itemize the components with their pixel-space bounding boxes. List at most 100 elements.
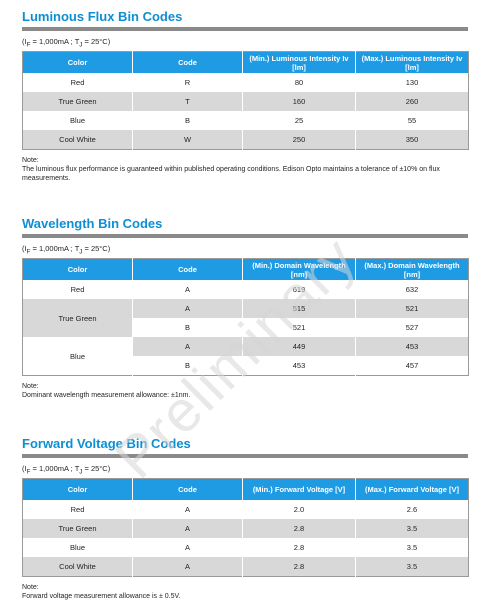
test-condition: (IF = 1,000mA ; TJ = 25°C) xyxy=(22,244,111,256)
code-cell: A xyxy=(132,519,243,538)
section-divider xyxy=(22,234,468,238)
header-cell: (Max.) Luminous Intensity Iv [lm] xyxy=(355,51,469,73)
header-cell: Code xyxy=(132,258,243,280)
color-cell: Blue xyxy=(22,538,133,557)
table-row: True Green A 515 521 xyxy=(22,299,469,337)
header-cell: Code xyxy=(132,478,243,500)
max-cell: 3.5 xyxy=(355,519,469,538)
table-row: Blue A 449 453 xyxy=(22,337,469,376)
color-cell: Red xyxy=(22,73,133,92)
header-cell: (Max.) Forward Voltage [V] xyxy=(355,478,469,500)
luminous-flux-section: Luminous Flux Bin Codes (IF = 1,000mA ; … xyxy=(22,8,469,183)
color-cell: Red xyxy=(22,280,133,299)
color-cell: Red xyxy=(22,500,133,519)
max-cell: 2.6 xyxy=(406,505,418,514)
color-cell: True Green xyxy=(22,299,133,337)
table-row: Red A 619 632 xyxy=(22,280,469,299)
min-cell: 2.8 xyxy=(242,519,356,538)
note-text: Forward voltage measurement allowance is… xyxy=(22,593,181,600)
color-cell: Cool White xyxy=(22,557,133,577)
note-label: Note: xyxy=(22,584,39,591)
max-cell: 632 xyxy=(355,280,469,299)
header-cell: (Min.) Luminous Intensity Iv [lm] xyxy=(242,51,356,73)
test-condition: (IF = 1,000mA ; TJ = 25°C) xyxy=(22,37,111,49)
table-row: Cool White A 2.8 3.5 xyxy=(22,557,469,577)
header-cell: (Min.) Domain Wavelength [nm] xyxy=(242,258,356,280)
header-cell: Color xyxy=(22,51,133,73)
code-cell: W xyxy=(132,130,243,150)
min-cell: 80 xyxy=(242,73,356,92)
min-cell: 250 xyxy=(242,130,356,150)
header-cell: (Max.) Domain Wavelength [nm] xyxy=(355,258,469,280)
color-cell: Cool White xyxy=(22,130,133,150)
max-cell: 527 xyxy=(355,318,469,337)
code-cell: A xyxy=(132,299,243,318)
code-cell: R xyxy=(132,73,243,92)
table-header-row: Color Code (Min.) Forward Voltage [V] (M… xyxy=(22,478,469,500)
note-label: Note: xyxy=(22,383,39,390)
min-cell: 515 xyxy=(242,299,356,318)
luminous-flux-table: Color Code (Min.) Luminous Intensity Iv … xyxy=(22,51,469,150)
min-cell: 2.8 xyxy=(242,557,356,577)
wavelength-title: Wavelength Bin Codes xyxy=(22,216,163,231)
luminous-note: Note: The luminous flux performance is g… xyxy=(22,156,468,183)
code-cell: A xyxy=(132,500,243,519)
table-header-row: Color Code (Min.) Domain Wavelength [nm]… xyxy=(22,258,469,280)
wavelength-section: Wavelength Bin Codes (IF = 1,000mA ; TJ … xyxy=(22,215,469,400)
min-cell: 25 xyxy=(242,111,356,130)
max-cell: 130 xyxy=(405,78,419,87)
section-divider xyxy=(22,454,468,458)
forward-voltage-table: Color Code (Min.) Forward Voltage [V] (M… xyxy=(22,478,469,577)
max-cell: 453 xyxy=(355,337,469,356)
table-row: Blue B 25 55 xyxy=(22,111,469,130)
max-cell: 521 xyxy=(355,299,469,318)
color-cell: Blue xyxy=(22,337,133,376)
code-cell: T xyxy=(132,92,243,111)
table-row: True Green T 160 260 xyxy=(22,92,469,111)
table-row: Red R 80 130 xyxy=(22,73,469,92)
max-cell: 55 xyxy=(407,116,417,125)
code-cell: A xyxy=(132,557,243,577)
forward-voltage-note: Note: Forward voltage measurement allowa… xyxy=(22,583,468,601)
table-row: Blue A 2.8 3.5 xyxy=(22,538,469,557)
table-row: Red A 2.0 2.6 xyxy=(22,500,469,519)
code-cell: A xyxy=(132,280,243,299)
color-cell: True Green xyxy=(22,92,133,111)
table-row: Cool White W 250 350 xyxy=(22,130,469,150)
code-cell: A xyxy=(132,337,243,356)
min-cell: 2.0 xyxy=(242,500,356,519)
table-row: B 521 527 xyxy=(23,318,469,337)
section-divider xyxy=(22,27,468,31)
min-cell: 619 xyxy=(242,280,356,299)
luminous-flux-title: Luminous Flux Bin Codes xyxy=(22,9,183,24)
code-cell: B xyxy=(132,318,243,337)
min-cell: 2.8 xyxy=(242,538,356,557)
forward-voltage-section: Forward Voltage Bin Codes (IF = 1,000mA … xyxy=(22,435,469,601)
max-cell: 350 xyxy=(355,130,469,150)
min-cell: 521 xyxy=(242,318,356,337)
max-cell: 3.5 xyxy=(355,557,469,577)
max-cell: 260 xyxy=(355,92,469,111)
code-cell: A xyxy=(132,538,243,557)
header-cell: Code xyxy=(132,51,243,73)
forward-voltage-title: Forward Voltage Bin Codes xyxy=(22,436,191,451)
min-cell: 160 xyxy=(242,92,356,111)
table-header-row: Color Code (Min.) Luminous Intensity Iv … xyxy=(22,51,469,73)
color-cell: Blue xyxy=(22,111,133,130)
min-cell: 449 xyxy=(242,337,356,356)
test-condition: (IF = 1,000mA ; TJ = 25°C) xyxy=(22,464,111,476)
header-cell: Color xyxy=(22,478,133,500)
code-cell: B xyxy=(132,111,243,130)
note-label: Note: xyxy=(22,157,39,164)
note-text: Dominant wavelength measurement allowanc… xyxy=(22,392,191,399)
code-cell: B xyxy=(132,356,243,376)
color-cell: True Green xyxy=(22,519,133,538)
header-cell: Color xyxy=(22,258,133,280)
note-text: The luminous flux performance is guarant… xyxy=(22,166,440,182)
min-cell: 453 xyxy=(242,356,356,376)
wavelength-note: Note: Dominant wavelength measurement al… xyxy=(22,382,468,400)
max-cell: 457 xyxy=(355,356,469,376)
table-row: B 453 457 xyxy=(23,356,469,376)
max-cell: 3.5 xyxy=(406,543,418,552)
header-cell: (Min.) Forward Voltage [V] xyxy=(242,478,356,500)
